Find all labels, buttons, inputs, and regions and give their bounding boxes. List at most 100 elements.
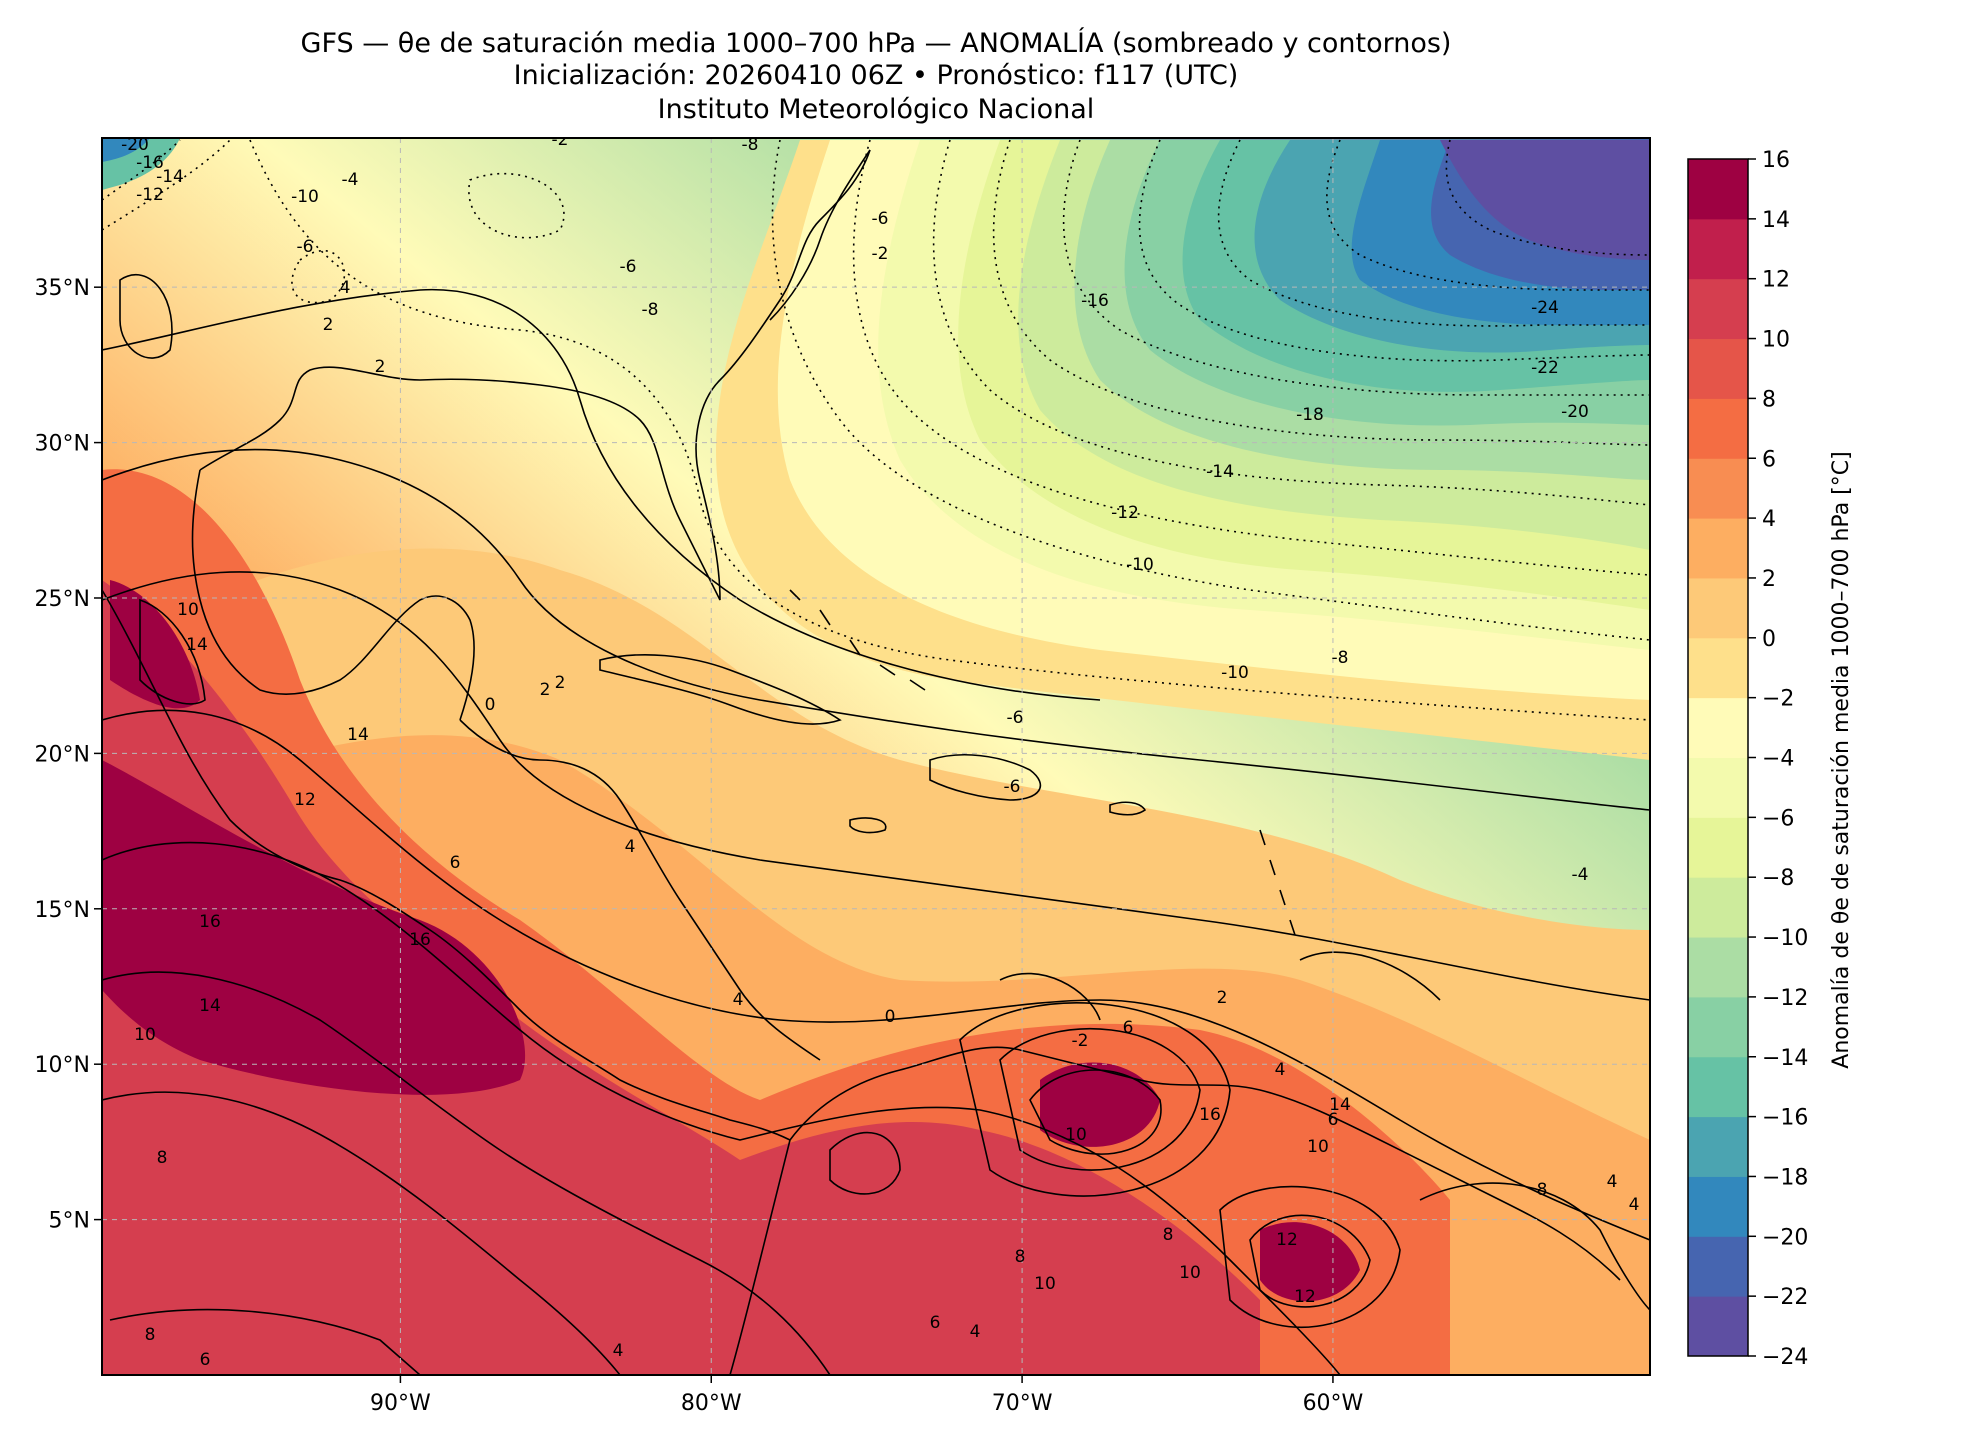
contour-label: -2 [1072, 1031, 1089, 1051]
map-title-line2: Inicialización: 20260410 06Z • Pronóstic… [513, 60, 1239, 91]
contour-label: 4 [970, 1322, 981, 1342]
coastline-hispaniola [929, 754, 1042, 801]
contour-positive [999, 1027, 1201, 1171]
contour-label: 10 [134, 1025, 156, 1045]
lat-tick-label: 20°N [35, 742, 90, 767]
contour-label: -8 [742, 135, 759, 155]
contour-label: -24 [1531, 298, 1559, 318]
contour-negative [291, 249, 346, 304]
colorbar-tick-label: 2 [1762, 567, 1776, 592]
lat-tick-label: 35°N [35, 276, 90, 301]
contour-label: 4 [733, 990, 744, 1010]
colorbar-tick-label: −8 [1762, 866, 1794, 891]
contour-label: -16 [136, 153, 164, 173]
lon-tick-label: 80°W [681, 1391, 742, 1416]
colorbar-swatch [1688, 218, 1748, 280]
lat-tick-label: 25°N [35, 587, 90, 612]
colorbar-swatch [1688, 577, 1748, 639]
colorbar-swatch [1688, 817, 1748, 878]
contour-positive [1299, 951, 1441, 1001]
colorbar-tick-label: −4 [1762, 747, 1794, 772]
coastline-mexico-east [191, 469, 475, 721]
coastline-puerto-rico [1109, 801, 1147, 816]
contour-positive [102, 571, 1650, 1001]
contour-positive [109, 1308, 421, 1375]
contour-label: 10 [1307, 1137, 1329, 1157]
contour-label: 8 [1537, 1180, 1548, 1200]
lon-axis: 90°W 80°W 70°W 60°W [370, 1375, 1364, 1416]
coastline-us-east [769, 149, 871, 321]
colorbar-tick-label: −22 [1762, 1285, 1808, 1310]
contour-positive [829, 1131, 901, 1195]
colorbar-swatch [1688, 1236, 1748, 1297]
contour-label: 16 [1199, 1105, 1221, 1125]
map-title-line1: GFS — θe de saturación media 1000–700 hP… [300, 28, 1452, 59]
map-panel: -20-16-14-12 -10-6-4-2 -8-6-8-2-6-16 -24-22… [102, 130, 1650, 1375]
band-max-mexico [110, 580, 200, 709]
contour-label: 4 [1629, 1195, 1640, 1215]
contour-label: -18 [1296, 405, 1324, 425]
colorbar-tick-label: −10 [1762, 926, 1808, 951]
coastline-jamaica [849, 817, 887, 834]
colorbar-swatch [1688, 697, 1748, 758]
contour-label: 4 [340, 278, 351, 298]
band-max-guiana [1260, 1222, 1360, 1302]
colorbar-swatch [1688, 338, 1748, 399]
band-strong-positive [102, 580, 1260, 1375]
colorbar-swatch [1688, 458, 1748, 519]
contour-positive [1249, 1214, 1371, 1308]
contour-label: 6 [450, 853, 461, 873]
coastline-south-america-west [729, 1139, 791, 1375]
contour-positive [102, 971, 831, 1375]
colorbar-tick-label: −2 [1762, 687, 1794, 712]
contour-label: 2 [1217, 988, 1228, 1008]
lat-tick-label: 30°N [35, 432, 90, 457]
contour-label: 8 [1015, 1247, 1026, 1267]
contour-label: 10 [1034, 1274, 1056, 1294]
coastline-central-america-east [459, 719, 821, 1061]
contour-label: 12 [294, 790, 316, 810]
contour-label: -10 [1126, 555, 1154, 575]
colorbar-tick-label: 8 [1762, 387, 1776, 412]
contour-label: -6 [872, 209, 889, 229]
map-frame [101, 137, 1651, 1376]
coastlines [102, 149, 1621, 1375]
contour-label: 10 [1065, 1125, 1087, 1145]
colorbar-tick-label: −14 [1762, 1046, 1808, 1071]
contour-label: 4 [613, 1341, 624, 1361]
contour-label: -12 [1111, 503, 1139, 523]
contour-positive [1029, 1069, 1162, 1155]
colorbar-tick-label: −18 [1762, 1165, 1808, 1190]
colorbar-swatch [1688, 518, 1748, 579]
contour-label: -4 [342, 170, 359, 190]
colorbar-swatch [1688, 1056, 1748, 1118]
contour-label: 2 [375, 357, 386, 377]
contour-label: -2 [552, 130, 569, 150]
contour-label: 2 [540, 680, 551, 700]
contour-positive [1219, 1185, 1401, 1329]
colorbar-swatch [1688, 996, 1748, 1058]
coastline-cuba [599, 654, 842, 725]
contour-label-layer: -20-16-14-12 -10-6-4-2 -8-6-8-2-6-16 -24-22… [121, 130, 1640, 1370]
colorbar-tick-label: 12 [1762, 268, 1790, 293]
lat-tick-label: 15°N [35, 898, 90, 923]
contour-label: 4 [625, 837, 636, 857]
map-title-line3: Instituto Meteorológico Nacional [657, 94, 1095, 125]
coastline-lesser-antilles [1259, 829, 1296, 936]
contour-label: -14 [1206, 462, 1234, 482]
contour-zero [102, 288, 1101, 701]
contour-positive [999, 972, 1101, 1021]
contour-label: -10 [1221, 663, 1249, 683]
colorbar-tick-label: −16 [1762, 1106, 1808, 1131]
contour-negative [249, 139, 1650, 721]
colorbar-tick-label: 6 [1762, 447, 1776, 472]
lat-axis: 5°N 10°N 15°N 20°N 25°N 30°N 35°N [35, 276, 102, 1234]
contour-positive [102, 709, 1650, 1241]
colorbar-tick-label: 4 [1762, 507, 1776, 532]
band-neg-24 [1440, 140, 1650, 260]
colorbar-swatch [1688, 159, 1748, 220]
colorbar-swatch [1688, 637, 1748, 699]
contour-label: -20 [1561, 402, 1589, 422]
contour-positive [102, 448, 1650, 811]
